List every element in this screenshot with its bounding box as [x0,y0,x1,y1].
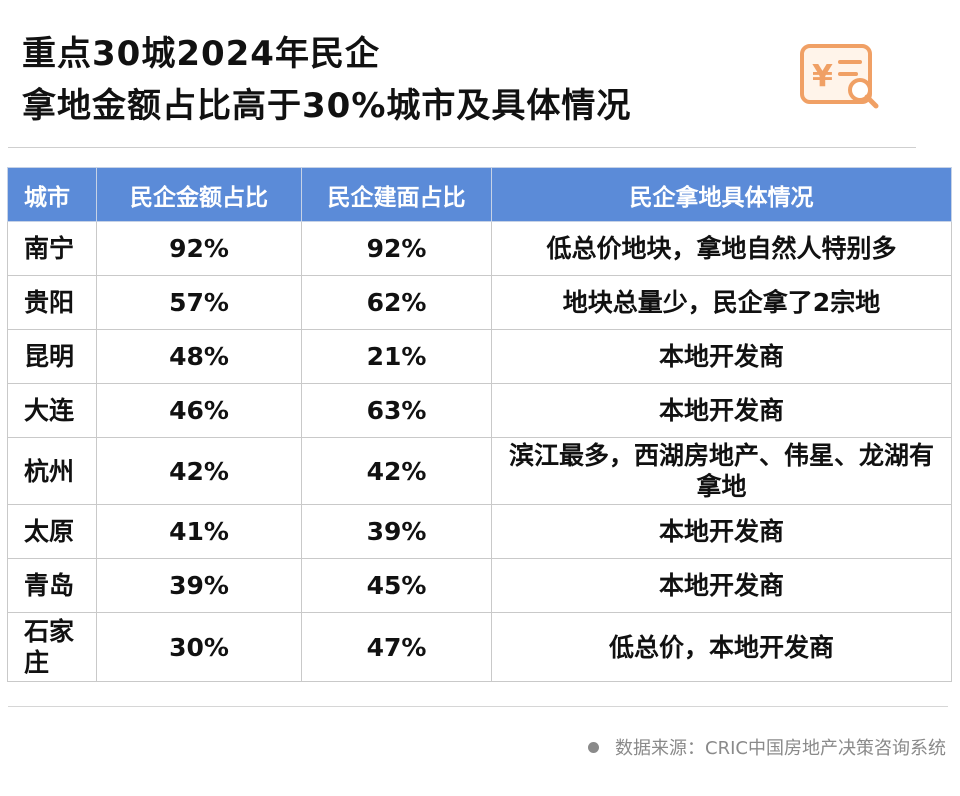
area-cell: 63% [301,383,492,438]
amount-cell: 42% [96,437,302,505]
bullet-dot-icon [588,741,600,753]
header-area-share: 民企建面占比 [301,167,492,222]
table-row: 贵阳 57% 62% 地块总量少，民企拿了2宗地 [7,275,952,330]
source-text: 数据来源：CRIC中国房地产决策咨询系统 [615,738,946,759]
amount-cell: 57% [96,275,302,330]
detail-cell: 低总价，本地开发商 [491,612,952,682]
amount-cell: 92% [96,221,302,276]
city-cell: 青岛 [7,558,97,613]
page-title: 重点30城2024年民企 拿地金额占比高于30%城市及具体情况 [22,28,631,132]
detail-cell: 本地开发商 [491,504,952,559]
table-row: 大连 46% 63% 本地开发商 [7,383,952,438]
title-divider [8,147,916,148]
area-cell: 47% [301,612,492,682]
yuan-document-search-icon: ¥ [798,40,884,114]
title-line-1: 重点30城2024年民企 [22,34,380,74]
amount-cell: 39% [96,558,302,613]
detail-cell: 本地开发商 [491,383,952,438]
detail-cell: 地块总量少，民企拿了2宗地 [491,275,952,330]
data-table: 城市 民企金额占比 民企建面占比 民企拿地具体情况 南宁 92% 92% 低总价… [7,167,952,682]
area-cell: 39% [301,504,492,559]
table-row: 南宁 92% 92% 低总价地块，拿地自然人特别多 [7,221,952,276]
table-row: 太原 41% 39% 本地开发商 [7,504,952,559]
table-row: 昆明 48% 21% 本地开发商 [7,329,952,384]
city-cell: 大连 [7,383,97,438]
city-cell: 贵阳 [7,275,97,330]
city-cell: 石家庄 [7,612,97,682]
area-cell: 45% [301,558,492,613]
city-cell: 昆明 [7,329,97,384]
area-cell: 21% [301,329,492,384]
area-cell: 92% [301,221,492,276]
area-cell: 42% [301,437,492,505]
title-line-2: 拿地金额占比高于30%城市及具体情况 [22,86,632,126]
data-source-note: 数据来源：CRIC中国房地产决策咨询系统 [588,734,946,760]
header-amount-share: 民企金额占比 [96,167,302,222]
amount-cell: 46% [96,383,302,438]
detail-cell: 本地开发商 [491,558,952,613]
city-cell: 南宁 [7,221,97,276]
area-cell: 62% [301,275,492,330]
detail-cell: 滨江最多，西湖房地产、伟星、龙湖有拿地 [491,437,952,505]
footer-divider [8,706,948,707]
table-row: 杭州 42% 42% 滨江最多，西湖房地产、伟星、龙湖有拿地 [7,437,952,505]
city-cell: 太原 [7,504,97,559]
table-row: 青岛 39% 45% 本地开发商 [7,558,952,613]
detail-cell: 低总价地块，拿地自然人特别多 [491,221,952,276]
table-header-row: 城市 民企金额占比 民企建面占比 民企拿地具体情况 [7,167,952,222]
table-row: 石家庄 30% 47% 低总价，本地开发商 [7,612,952,682]
header-city: 城市 [7,167,97,222]
detail-cell: 本地开发商 [491,329,952,384]
city-cell: 杭州 [7,437,97,505]
header-detail: 民企拿地具体情况 [491,167,952,222]
amount-cell: 48% [96,329,302,384]
amount-cell: 30% [96,612,302,682]
svg-text:¥: ¥ [812,59,833,94]
amount-cell: 41% [96,504,302,559]
